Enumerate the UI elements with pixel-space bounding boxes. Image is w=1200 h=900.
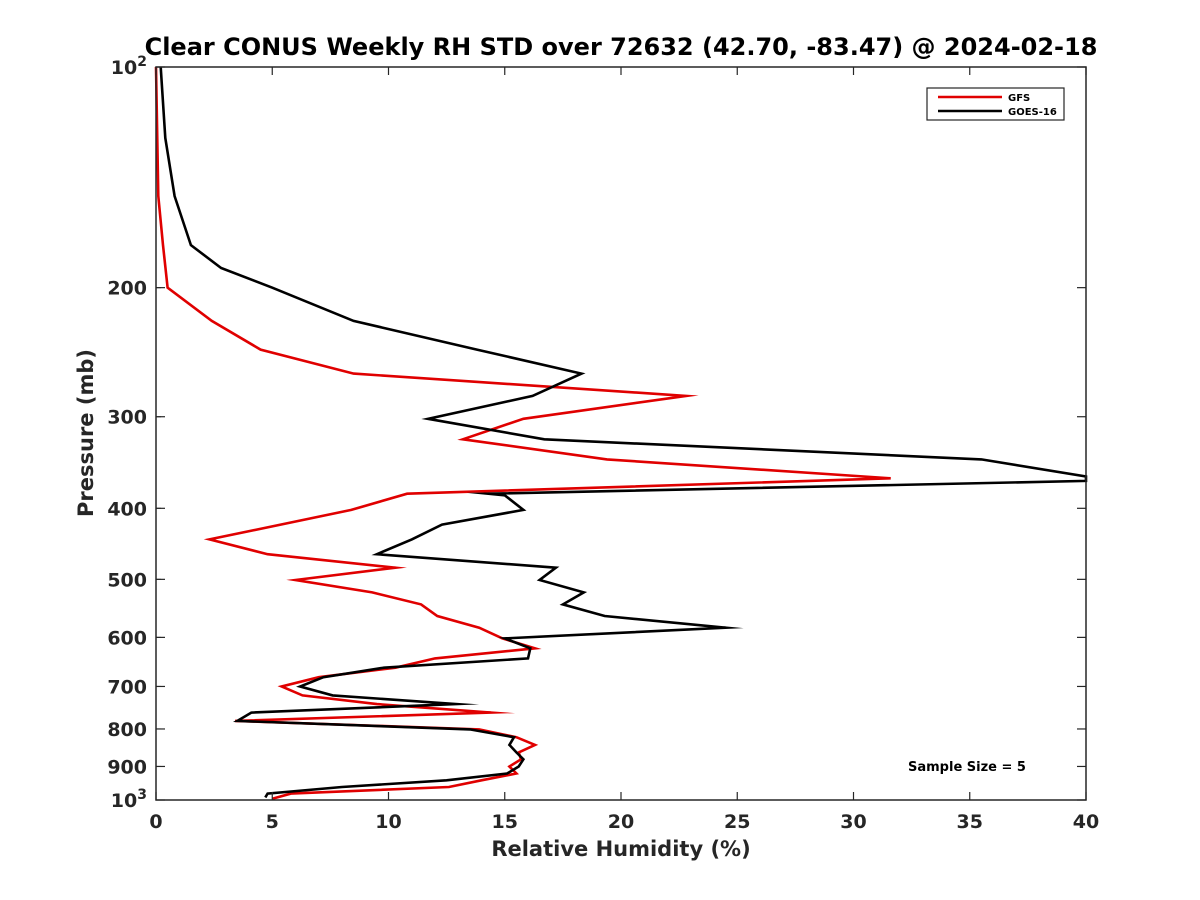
- y-tick-label: 500: [107, 569, 147, 591]
- sample-size-annotation: Sample Size = 5: [908, 760, 1026, 775]
- x-tick-label: 40: [1073, 811, 1099, 833]
- y-tick-label: 200: [107, 278, 147, 300]
- y-tick-label: 400: [107, 498, 147, 520]
- y-tick-label-base: 10: [111, 790, 137, 812]
- series-line-gfs: [154, 66, 891, 800]
- chart-title: Clear CONUS Weekly RH STD over 72632 (42…: [145, 33, 1098, 61]
- y-tick-label: 900: [107, 756, 147, 778]
- y-tick-label: 103: [111, 787, 147, 812]
- legend-label-goes16: GOES-16: [1008, 107, 1057, 118]
- x-tick-label: 20: [608, 811, 634, 833]
- y-axis-label: Pressure (mb): [74, 349, 98, 517]
- x-tick-label: 30: [840, 811, 866, 833]
- y-tick-label: 102: [111, 54, 147, 79]
- x-tick-label: 25: [724, 811, 750, 833]
- y-tick-label: 600: [107, 627, 147, 649]
- y-tick-label: 700: [107, 676, 147, 698]
- legend-label-gfs: GFS: [1008, 93, 1030, 104]
- series-line-goes16: [159, 66, 1088, 799]
- y-tick-label-exponent: 2: [137, 54, 147, 70]
- legend-box: [926, 87, 1065, 121]
- x-tick-label: 15: [492, 811, 518, 833]
- x-tick-label: 0: [149, 811, 162, 833]
- y-tick-label-exponent: 3: [137, 787, 147, 803]
- x-tick-label: 10: [375, 811, 401, 833]
- y-tick-label: 800: [107, 719, 147, 741]
- legend: GFS GOES-16: [926, 87, 1065, 121]
- series-layer: [154, 66, 1088, 800]
- x-tick-label: 35: [957, 811, 983, 833]
- x-tick-label: 5: [266, 811, 279, 833]
- y-tick-label-base: 10: [111, 57, 137, 79]
- tick-layer: 0 5 10 15 20 25 30 35 40102200300400500600700800…: [107, 54, 1099, 833]
- y-tick-label: 300: [107, 407, 147, 429]
- x-axis-label: Relative Humidity (%): [491, 837, 750, 861]
